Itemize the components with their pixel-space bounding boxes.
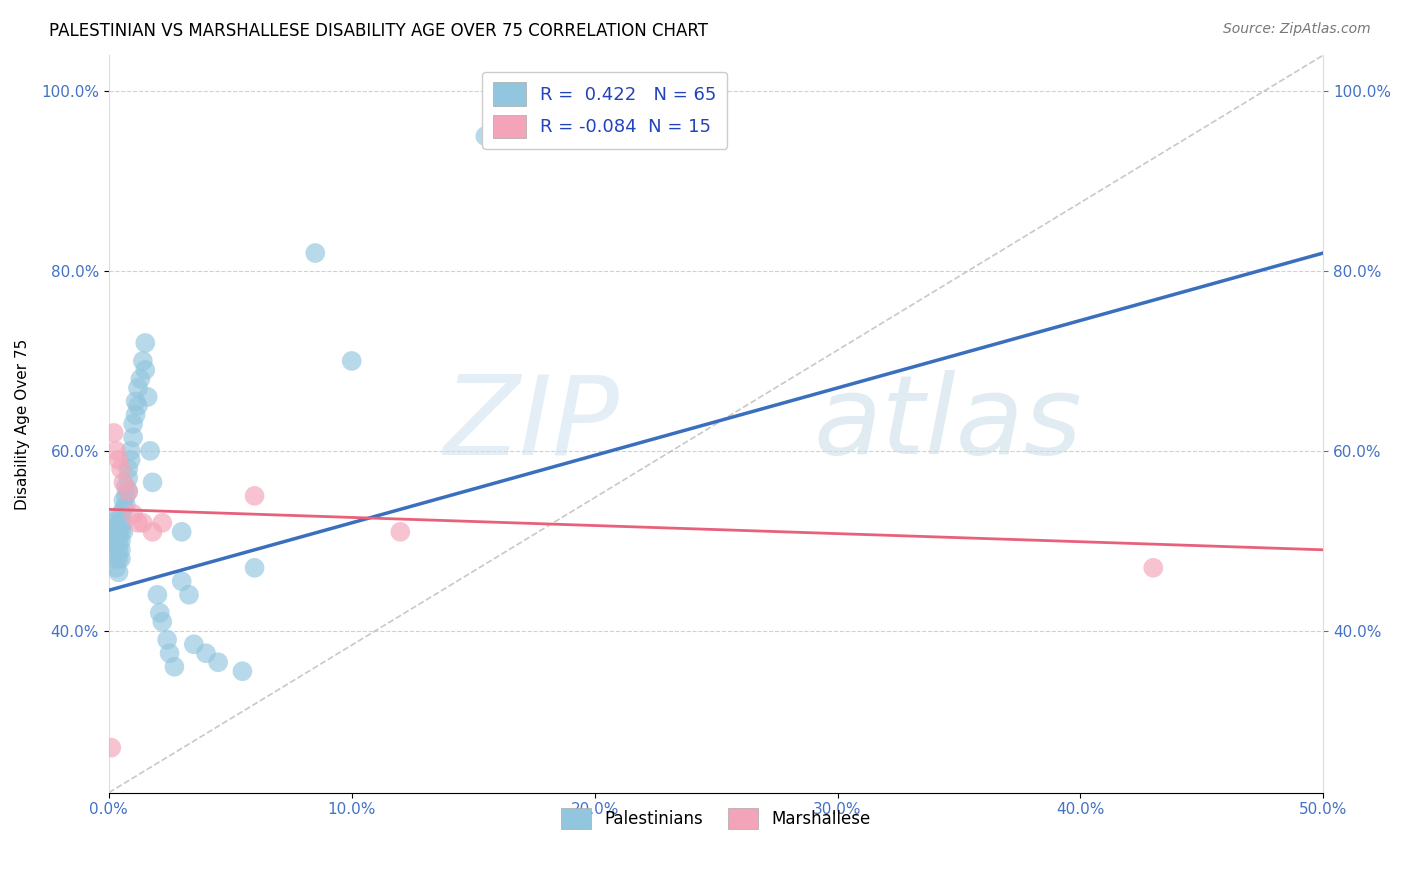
Point	[105, 561, 128, 575]
Point	[107, 533, 129, 548]
Point	[103, 520, 125, 534]
Point	[146, 588, 169, 602]
Point	[120, 453, 142, 467]
Point	[103, 511, 125, 525]
Point	[170, 574, 193, 589]
Point	[231, 665, 253, 679]
Point	[114, 489, 136, 503]
Point	[207, 655, 229, 669]
Point	[110, 524, 132, 539]
Point	[139, 443, 162, 458]
Point	[1142, 561, 1164, 575]
Y-axis label: Disability Age Over 75: Disability Age Over 75	[15, 338, 30, 509]
Point	[105, 524, 128, 539]
Point	[122, 507, 145, 521]
Point	[149, 606, 172, 620]
Point	[134, 363, 156, 377]
Point	[107, 566, 129, 580]
Legend: Palestinians, Marshallese: Palestinians, Marshallese	[554, 801, 877, 836]
Point	[195, 646, 218, 660]
Point	[389, 524, 412, 539]
Point	[122, 430, 145, 444]
Point	[156, 632, 179, 647]
Point	[112, 493, 135, 508]
Point	[103, 542, 125, 557]
Point	[120, 443, 142, 458]
Point	[107, 524, 129, 539]
Point	[136, 390, 159, 404]
Point	[100, 533, 122, 548]
Point	[163, 659, 186, 673]
Point	[177, 588, 200, 602]
Point	[107, 453, 129, 467]
Point	[243, 489, 266, 503]
Point	[105, 443, 128, 458]
Point	[103, 533, 125, 548]
Point	[124, 394, 146, 409]
Point	[103, 425, 125, 440]
Point	[183, 637, 205, 651]
Point	[142, 524, 165, 539]
Point	[107, 542, 129, 557]
Point	[127, 516, 149, 530]
Point	[304, 246, 326, 260]
Point	[114, 498, 136, 512]
Point	[110, 542, 132, 557]
Point	[105, 529, 128, 543]
Point	[150, 516, 173, 530]
Point	[150, 615, 173, 629]
Point	[100, 516, 122, 530]
Point	[110, 516, 132, 530]
Point	[112, 475, 135, 490]
Text: ZIP: ZIP	[443, 370, 619, 477]
Point	[105, 551, 128, 566]
Point	[105, 538, 128, 552]
Point	[110, 507, 132, 521]
Point	[142, 475, 165, 490]
Point	[110, 533, 132, 548]
Text: PALESTINIAN VS MARSHALLESE DISABILITY AGE OVER 75 CORRELATION CHART: PALESTINIAN VS MARSHALLESE DISABILITY AG…	[49, 22, 709, 40]
Text: Source: ZipAtlas.com: Source: ZipAtlas.com	[1223, 22, 1371, 37]
Point	[112, 524, 135, 539]
Point	[129, 372, 152, 386]
Point	[117, 484, 139, 499]
Point	[110, 551, 132, 566]
Point	[474, 129, 496, 144]
Point	[170, 524, 193, 539]
Point	[114, 480, 136, 494]
Point	[117, 462, 139, 476]
Point	[134, 335, 156, 350]
Point	[110, 462, 132, 476]
Point	[243, 561, 266, 575]
Point	[112, 502, 135, 516]
Point	[122, 417, 145, 431]
Point	[127, 381, 149, 395]
Point	[159, 646, 181, 660]
Text: atlas: atlas	[813, 370, 1081, 477]
Point	[100, 524, 122, 539]
Point	[340, 354, 363, 368]
Point	[117, 484, 139, 499]
Point	[107, 551, 129, 566]
Point	[132, 516, 155, 530]
Point	[117, 471, 139, 485]
Point	[112, 516, 135, 530]
Point	[100, 740, 122, 755]
Point	[132, 354, 155, 368]
Point	[127, 399, 149, 413]
Point	[124, 408, 146, 422]
